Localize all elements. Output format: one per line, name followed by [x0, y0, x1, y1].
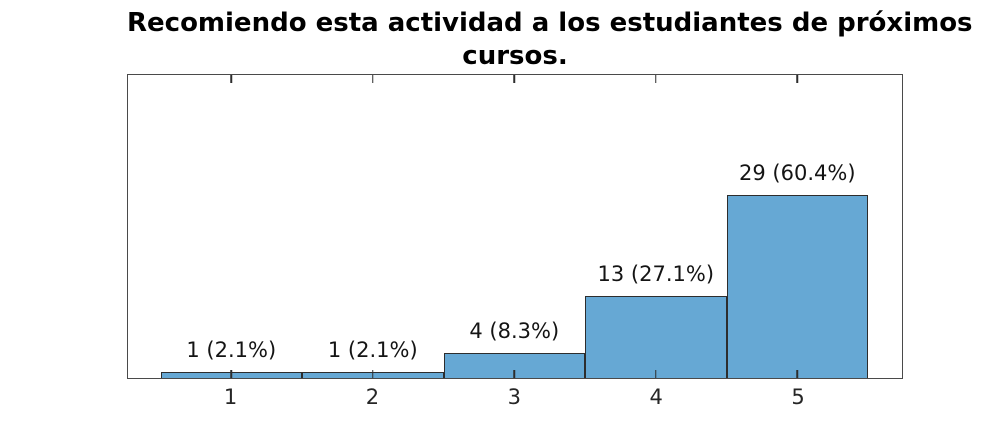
bar-4	[585, 295, 727, 378]
chart-title-line-2: cursos.	[462, 41, 568, 71]
bar-5	[726, 194, 869, 378]
x-tick-label: 3	[507, 385, 521, 409]
x-tick-label: 1	[223, 385, 238, 409]
x-tick-mark-bottom	[655, 370, 657, 378]
x-tick-label: 2	[365, 385, 380, 409]
chart-title: Recomiendo esta actividad a los estudian…	[127, 7, 973, 73]
bar-value-label: 29 (60.4%)	[739, 160, 856, 185]
x-tick-mark-top	[655, 75, 657, 83]
bar-value-label: 1 (2.1%)	[327, 337, 418, 362]
x-tick-mark-top	[230, 75, 233, 83]
x-axis: 1 2 3 4 5	[127, 384, 903, 412]
chart-title-line-1: Recomiendo esta actividad a los estudian…	[127, 8, 973, 38]
x-tick-mark-top	[513, 75, 516, 83]
x-tick-mark-bottom	[796, 370, 799, 378]
x-tick-mark-bottom	[372, 370, 374, 378]
plot-area: 1 (2.1%) 1 (2.1%) 4 (8.3%) 13 (27.1%) 29 (60…	[127, 74, 903, 379]
bar-value-label: 4 (8.3%)	[469, 318, 560, 343]
bar-value-label: 13 (27.1%)	[597, 261, 715, 286]
x-tick-mark-top	[796, 75, 799, 83]
x-tick-label: 5	[791, 385, 805, 409]
bar-value-label: 1 (2.1%)	[186, 337, 277, 362]
x-tick-mark-top	[372, 75, 374, 83]
x-tick-mark-bottom	[513, 370, 516, 378]
x-tick-mark-bottom	[230, 370, 233, 378]
x-tick-label: 4	[649, 385, 663, 409]
